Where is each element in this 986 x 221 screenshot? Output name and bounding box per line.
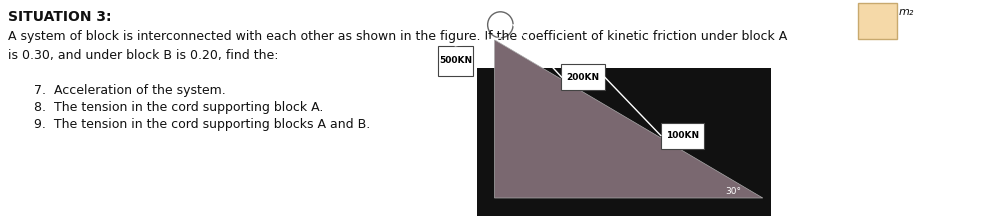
Bar [660, 122, 703, 149]
Text: m₂: m₂ [898, 7, 913, 17]
Bar [561, 64, 604, 90]
Bar [857, 3, 896, 39]
Text: 9.  The tension in the cord supporting blocks A and B.: 9. The tension in the cord supporting bl… [35, 118, 370, 131]
Text: 100KN: 100KN [666, 131, 698, 140]
Text: 7.  Acceleration of the system.: 7. Acceleration of the system. [35, 84, 226, 97]
Text: 30°: 30° [725, 187, 740, 196]
Text: SITUATION 3:: SITUATION 3: [8, 10, 111, 24]
Text: 500KN: 500KN [439, 56, 471, 65]
Bar [437, 46, 472, 76]
Text: A system of block is interconnected with each other as shown in the figure. If t: A system of block is interconnected with… [8, 30, 786, 62]
Bar [476, 68, 770, 216]
Circle shape [487, 12, 513, 38]
Text: 8.  The tension in the cord supporting block A.: 8. The tension in the cord supporting bl… [35, 101, 323, 114]
Polygon shape [494, 40, 762, 198]
Text: 200KN: 200KN [566, 72, 599, 82]
